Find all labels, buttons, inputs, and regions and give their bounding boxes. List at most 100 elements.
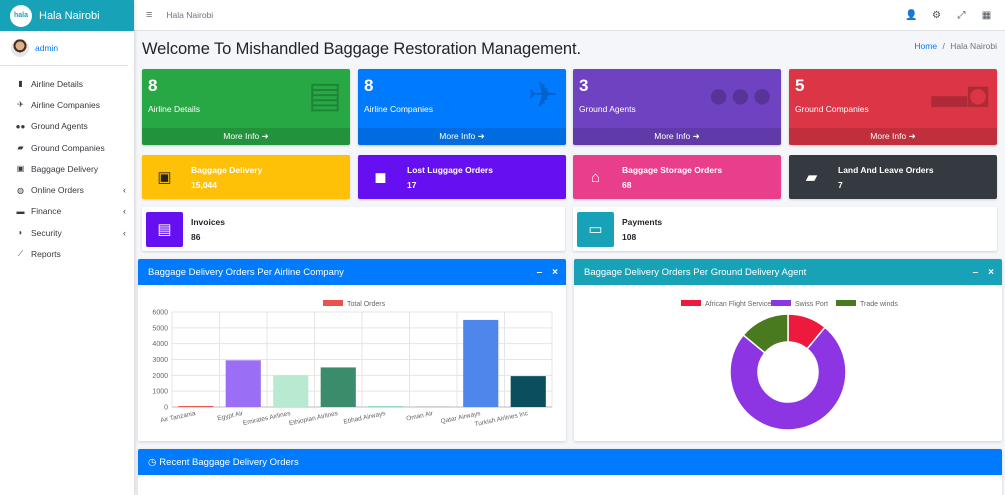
minimize-icon[interactable]: – xyxy=(972,266,979,278)
legend-label: Trade winds xyxy=(860,301,898,308)
more-info-link[interactable]: More Info ➜ xyxy=(573,128,781,145)
users-icon: ●● xyxy=(15,121,26,131)
recent-orders-card: ◷ Recent Baggage Delivery Orders xyxy=(138,449,1002,495)
x-tick-label: Ethiopian Airlines xyxy=(288,410,339,427)
legend-label: Swiss Port xyxy=(795,301,828,308)
user-name[interactable]: admin xyxy=(35,43,59,53)
sidebar-item-finance[interactable]: ▬ Finance ‹ xyxy=(0,201,134,222)
users-icon: ●●● xyxy=(707,74,773,115)
minimize-icon[interactable]: – xyxy=(536,266,543,278)
x-tick-label: Emirates Airlines xyxy=(242,410,292,427)
pie-chart-card: Baggage Delivery Orders Per Ground Deliv… xyxy=(574,259,1002,441)
sidebar-item-ground-agents[interactable]: ●● Ground Agents xyxy=(0,116,134,137)
bar[interactable] xyxy=(368,406,404,407)
info-box-value: 86 xyxy=(191,231,201,242)
user-panel[interactable]: admin xyxy=(0,31,128,66)
brand-name: Hala Nairobi xyxy=(39,9,100,22)
stat-count: 5 xyxy=(795,76,805,95)
info-box-title: Payments xyxy=(622,216,663,227)
bar[interactable] xyxy=(225,360,261,407)
clock-icon: ◷ xyxy=(148,456,157,468)
sidebar-item-label: Ground Agents xyxy=(31,121,88,132)
hamburger-menu-icon[interactable]: ≡ xyxy=(146,9,153,21)
y-tick-label: 0 xyxy=(164,405,168,412)
brand-logo: hala xyxy=(10,4,32,27)
breadcrumb-home[interactable]: Home xyxy=(914,41,938,51)
sidebar-item-label: Reports xyxy=(31,249,61,260)
bar[interactable] xyxy=(178,406,214,407)
main-content: Welcome To Mishandled Baggage Restoratio… xyxy=(134,31,1005,495)
stat-box-airline-companies: 8 Airline Companies ✈ More Info ➜ xyxy=(358,69,566,145)
chart-line-icon: ⟋ xyxy=(17,249,24,259)
stat-label: Ground Companies xyxy=(795,104,869,114)
bar[interactable] xyxy=(463,319,499,407)
info-box-baggage-storage-orders: ⌂ Baggage Storage Orders 68 xyxy=(573,155,781,199)
pie-chart-card-title: Baggage Delivery Orders Per Ground Deliv… xyxy=(584,266,807,278)
gear-icon[interactable]: ⚙ xyxy=(932,10,941,21)
file-icon: ▤ xyxy=(307,74,342,115)
stat-box-airline-details: 8 Airline Details ▤ More Info ➜ xyxy=(142,69,350,145)
fullscreen-icon[interactable]: ⤢ xyxy=(957,10,966,21)
sidebar-item-ground-companies[interactable]: ▰ Ground Companies xyxy=(0,137,134,158)
pie-slice[interactable] xyxy=(729,326,847,431)
x-tick-label: Turkish Airlines Inc xyxy=(474,410,529,428)
sidebar-item-airline-details[interactable]: ▮ Airline Details xyxy=(0,73,134,94)
bar-chart: Total Orders 0 1000 2000 3000 4000 5000 6000 Air… xyxy=(152,300,553,428)
sidebar-item-label: Online Orders xyxy=(31,185,84,196)
info-box-value: 17 xyxy=(407,179,417,190)
grid-icon[interactable]: ▦ xyxy=(981,10,992,21)
sidebar-item-security[interactable]: ◗ Security ‹ xyxy=(0,222,134,243)
sidebar-item-label: Airline Companies xyxy=(31,99,100,110)
chevron-left-icon: ‹ xyxy=(123,227,126,238)
legend-swatch xyxy=(836,300,856,306)
close-icon[interactable]: × xyxy=(552,266,558,278)
shopping-bag-icon: ◼ xyxy=(374,169,387,186)
stat-count: 8 xyxy=(148,76,158,95)
legend-swatch xyxy=(323,300,343,306)
store-icon: ⌂ xyxy=(590,168,601,186)
stat-box-ground-companies: 5 Ground Companies ▬◘ More Info ➜ xyxy=(789,69,997,145)
more-info-link[interactable]: More Info ➜ xyxy=(789,128,997,145)
pie-chart: African Flight Services Swiss Port Trade w… xyxy=(681,300,898,431)
info-box-value: 108 xyxy=(622,231,637,242)
bar[interactable] xyxy=(320,367,356,407)
info-box-land-and-leave-orders: ▰ Land And Leave Orders 7 xyxy=(789,155,997,199)
sidebar-item-online-orders[interactable]: ◍ Online Orders ‹ xyxy=(0,179,134,200)
brand-link[interactable]: hala Hala Nairobi xyxy=(0,0,134,31)
info-box-lost-luggage-orders: ◼ Lost Luggage Orders 17 xyxy=(358,155,566,199)
pie-slice[interactable] xyxy=(742,313,789,354)
bar[interactable] xyxy=(273,375,309,407)
info-box-baggage-delivery: ▣ Baggage Delivery 15,044 xyxy=(142,155,350,199)
more-info-link[interactable]: More Info ➜ xyxy=(142,128,350,145)
sidebar-item-label: Finance xyxy=(31,206,62,217)
truck-icon: ▰ xyxy=(17,143,24,153)
user-icon[interactable]: 👤 xyxy=(905,10,918,21)
close-icon[interactable]: × xyxy=(988,266,994,278)
document-icon: ▮ xyxy=(18,79,23,89)
legend-swatch xyxy=(681,300,701,306)
stat-label: Airline Details xyxy=(148,104,200,114)
info-box-title: Land And Leave Orders xyxy=(838,164,934,175)
legend-label: Total Orders xyxy=(347,301,386,308)
topbar-title[interactable]: Hala Nairobi xyxy=(166,10,214,20)
bar[interactable] xyxy=(510,376,546,407)
info-box-title: Lost Luggage Orders xyxy=(407,164,493,175)
x-tick-label: Egypt Air xyxy=(217,410,245,422)
plane-icon: ✈ xyxy=(527,74,558,115)
sidebar-item-airline-companies[interactable]: ✈ Airline Companies xyxy=(0,94,134,115)
stat-count: 8 xyxy=(364,76,374,95)
info-box-value: 15,044 xyxy=(191,179,217,190)
y-tick-label: 5000 xyxy=(152,325,168,332)
sidebar-item-baggage-delivery[interactable]: ▣ Baggage Delivery xyxy=(0,158,134,179)
sidebar-item-label: Ground Companies xyxy=(31,142,105,153)
more-info-link[interactable]: More Info ➜ xyxy=(358,128,566,145)
shield-icon: ◗ xyxy=(18,228,23,238)
legend-label: African Flight Services xyxy=(705,301,775,308)
bar-chart-card-title: Baggage Delivery Orders Per Airline Comp… xyxy=(148,266,344,278)
y-tick-label: 1000 xyxy=(152,389,168,396)
sidebar-nav: ▮ Airline Details ✈ Airline Companies ●● Grou… xyxy=(0,66,134,265)
money-bill-icon: ▭ xyxy=(577,211,614,247)
info-box-title: Baggage Storage Orders xyxy=(622,164,723,175)
chevron-left-icon: ‹ xyxy=(123,185,126,196)
sidebar-item-reports[interactable]: ⟋ Reports xyxy=(0,243,134,264)
